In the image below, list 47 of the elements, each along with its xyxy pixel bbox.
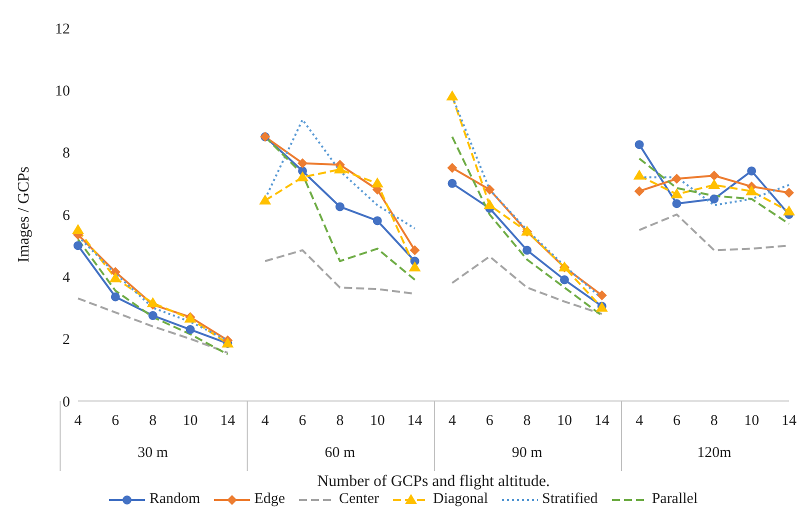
x-tick-label: 8 bbox=[523, 413, 531, 429]
point bbox=[146, 297, 159, 308]
x-tick-label: 4 bbox=[261, 413, 270, 429]
x-tick-label: 4 bbox=[448, 413, 456, 429]
legend-label: Diagonal bbox=[432, 491, 488, 508]
text: 60 m bbox=[324, 445, 356, 461]
point bbox=[446, 90, 458, 100]
x-tick-label: 8 bbox=[336, 413, 344, 429]
text: 90 m bbox=[512, 445, 543, 461]
y-tick-label: 6 bbox=[62, 208, 70, 224]
x-tick-label: 6 bbox=[112, 413, 120, 429]
x-tick-label: 6 bbox=[672, 413, 681, 429]
point bbox=[186, 325, 195, 334]
legend-label: Random bbox=[148, 491, 200, 508]
legend-label: Parallel bbox=[650, 491, 698, 508]
y-axis-title: Images / GCPs bbox=[16, 166, 33, 262]
y-tick-label: 4 bbox=[62, 270, 70, 286]
legend-label: Stratified bbox=[540, 491, 598, 508]
x-tick-label: 10 bbox=[182, 413, 198, 429]
x-tick-label: 4 bbox=[636, 413, 644, 429]
y-tick-label: 2 bbox=[62, 332, 70, 348]
x-tick-label: 14 bbox=[594, 413, 610, 429]
x-tick-label: 6 bbox=[298, 413, 307, 429]
point bbox=[72, 224, 84, 234]
x-tick-label: 8 bbox=[710, 413, 718, 429]
x-tick-label: 14 bbox=[407, 413, 423, 429]
y-tick-label: 8 bbox=[62, 146, 70, 162]
x-tick-label: 14 bbox=[782, 413, 797, 429]
point bbox=[110, 292, 120, 302]
point bbox=[109, 272, 122, 282]
y-tick-label: 10 bbox=[55, 83, 70, 100]
point bbox=[74, 241, 82, 250]
x-tick-label: 14 bbox=[220, 413, 236, 429]
x-tick-label: 6 bbox=[486, 413, 494, 429]
x-tick-label: 10 bbox=[556, 413, 572, 429]
point bbox=[148, 311, 158, 320]
legend-label: Edge bbox=[253, 491, 286, 508]
legend-label: Center bbox=[338, 491, 379, 508]
x-tick-label: 10 bbox=[370, 413, 385, 429]
x-tick-label: 8 bbox=[149, 413, 157, 429]
x-tick-label: 10 bbox=[744, 413, 760, 429]
x-tick-label: 4 bbox=[74, 413, 82, 429]
text: 30 m bbox=[138, 445, 168, 461]
text: 120m bbox=[697, 445, 732, 461]
x-axis-title: Number of GCPs and flight altitude. bbox=[317, 473, 550, 490]
y-tick-label: 0 bbox=[62, 394, 70, 410]
y-tick-label: 12 bbox=[55, 21, 70, 38]
